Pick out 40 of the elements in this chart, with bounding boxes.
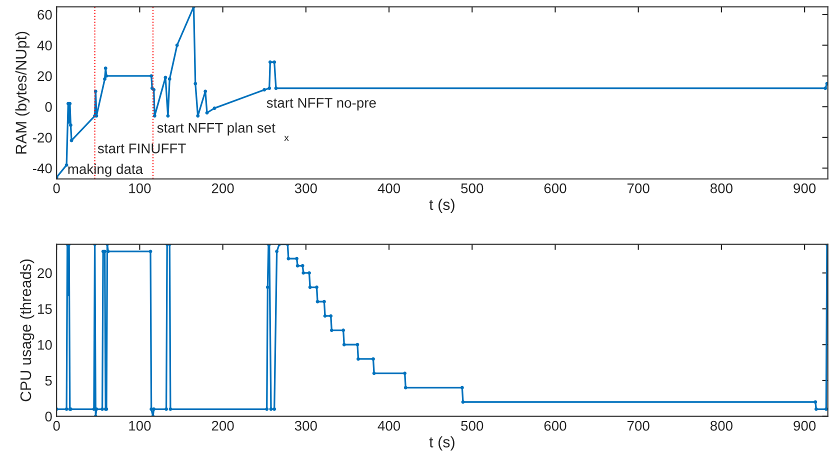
x-tick-label: 500 [461,420,484,431]
x-axis-title: t (s) [429,436,454,450]
y-tick-label: 40 [37,40,52,50]
y-tick-label: 0 [45,102,52,112]
annotation: start NFFT no-pre [266,98,376,111]
x-tick-label: 600 [544,420,566,431]
annotation: start NFFT plan set [157,122,276,136]
x-tick-label: 100 [129,183,151,194]
x-tick-label: 200 [212,420,234,431]
y-tick-label: 15 [38,304,52,314]
x-tick-label: 200 [212,183,234,194]
y-axis-title: RAM (bytes/NUpt) [15,32,30,154]
x-axis-title: t (s) [429,198,454,214]
x-tick-label: 100 [129,420,151,431]
x-tick-label: 0 [53,420,60,431]
x-tick-label: 500 [461,183,484,194]
y-tick-label: 20 [38,268,52,278]
x-tick-label: 700 [627,183,650,194]
annotation: making data [68,164,144,177]
y-tick-label: 60 [38,10,52,20]
x-tick-label: 300 [294,183,317,194]
y-tick-label: 20 [38,71,52,82]
x-tick-label: 800 [710,420,733,431]
x-tick-label: 300 [294,420,317,431]
y-tick-label: -20 [32,132,52,143]
x-tick-label: 900 [794,183,816,194]
annotation: x [284,136,289,141]
x-tick-label: 400 [378,183,400,194]
annotation: start FINUFFT [98,144,186,154]
y-tick-label: 10 [38,340,52,350]
y-axis-title: CPU usage (threads) [20,259,34,402]
x-tick-label: 0 [53,183,60,194]
x-tick-label: 800 [710,183,733,194]
x-tick-label: 400 [378,420,400,431]
x-tick-label: 600 [544,183,566,194]
y-tick-label: -40 [32,163,52,174]
x-tick-label: 700 [627,420,650,431]
x-tick-label: 900 [794,420,816,431]
y-tick-label: 5 [45,376,52,386]
y-tick-label: 0 [45,412,52,422]
